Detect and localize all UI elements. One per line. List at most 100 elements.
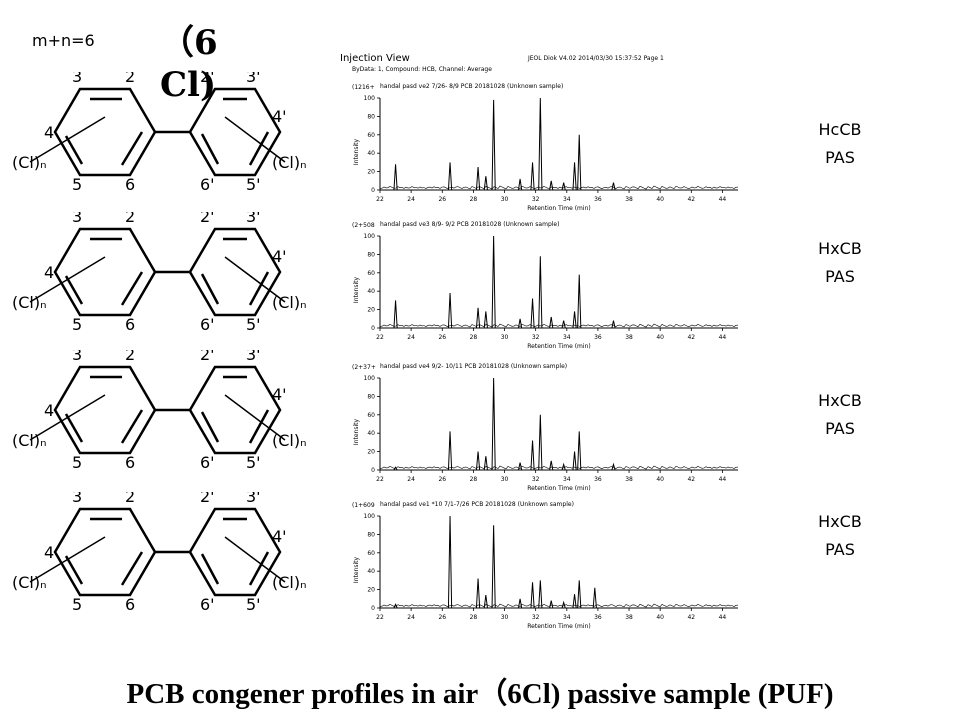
x-tick-label: 26 [438, 334, 446, 341]
y-tick-label: 20 [367, 169, 375, 176]
pos-4p: 4' [272, 385, 287, 404]
peak [530, 162, 535, 191]
x-tick-label: 32 [532, 196, 540, 203]
peak [611, 462, 616, 471]
y-tick-label: 40 [367, 288, 375, 295]
biphenyl-structure-4: 3 2 2' 3' 4 4' (Cl)ₙ (Cl)ₙ 5 6 6' 5' [12, 492, 306, 612]
run-caption: handal pasd ve4 9/2- 10/11 PCB 20181028 … [380, 363, 567, 370]
x-tick-label: 44 [719, 334, 727, 341]
cl-right: (Cl)ₙ [272, 153, 306, 172]
cl-left: (Cl)ₙ [12, 293, 46, 312]
pos-4: 4 [44, 543, 54, 562]
x-axis-label: Retention Time (min) [527, 623, 590, 630]
peak [561, 320, 566, 329]
sampler-label: PAS [825, 419, 855, 438]
peak [572, 311, 577, 329]
pos-3: 3 [72, 72, 82, 86]
pos-3: 3 [72, 350, 82, 364]
pos-6p: 6' [200, 453, 215, 470]
scale-label: (2+37+ [352, 364, 376, 371]
right-benzene-ring [188, 227, 282, 317]
panel-label-1: HcCB PAS [800, 116, 880, 172]
x-tick-label: 34 [563, 476, 571, 483]
biphenyl-structure-1: 3 2 2' 3' 4 4' (Cl)ₙ (Cl)ₙ 5 6 6' 5' [12, 72, 306, 192]
y-tick-label: 60 [367, 412, 375, 419]
pos-4: 4 [44, 263, 54, 282]
pos-5p: 5' [246, 453, 261, 470]
run-caption: handal pasd ve2 7/26- 8/9 PCB 20181028 (… [380, 83, 563, 90]
scale-label: (1216+ [352, 84, 375, 91]
peak [561, 462, 566, 471]
peak [561, 600, 566, 609]
y-tick-label: 40 [367, 430, 375, 437]
peak [483, 456, 488, 471]
y-tick-label: 80 [367, 531, 375, 538]
pos-2p: 2' [200, 492, 215, 506]
run-caption: handal pasd ve1 *10 7/1-7/26 PCB 2018102… [380, 501, 574, 508]
baseline-trace [379, 465, 739, 470]
y-tick-label: 80 [367, 113, 375, 120]
chromatogram-header: Injection View JEOL Diok V4.02 2014/03/3… [340, 53, 664, 73]
pos-6: 6 [125, 315, 135, 332]
x-tick-label: 34 [563, 196, 571, 203]
y-tick-label: 60 [367, 550, 375, 557]
peak [475, 166, 481, 191]
run-caption: handal pasd ve3 8/9- 9/2 PCB 20181028 (U… [380, 221, 559, 228]
x-tick-label: 42 [687, 614, 695, 621]
scale-label: (2+508 [352, 222, 375, 229]
peak [491, 99, 496, 191]
peak [483, 595, 488, 609]
y-axis-label: Intensity [353, 276, 360, 303]
peak [447, 431, 453, 471]
x-tick-label: 28 [470, 196, 478, 203]
peak [483, 311, 488, 329]
pos-2: 2 [125, 212, 135, 226]
y-tick-label: 80 [367, 251, 375, 258]
baseline-trace [379, 323, 739, 328]
slide-title: PCB congener profiles in air（6Cl) passiv… [126, 678, 834, 710]
header-title: Injection View [340, 53, 410, 64]
pos-3p: 3' [246, 212, 261, 226]
x-tick-label: 30 [501, 476, 509, 483]
peak [447, 162, 453, 191]
x-tick-label: 44 [719, 614, 727, 621]
peak [491, 525, 496, 609]
pos-2p: 2' [200, 72, 215, 86]
x-tick-label: 22 [376, 476, 384, 483]
y-axis-label: Intensity [353, 138, 360, 165]
right-benzene-ring [188, 365, 282, 455]
biphenyl-structure-2: 3 2 2' 3' 4 4' (Cl)ₙ (Cl)ₙ 5 6 6' 5' [12, 212, 306, 332]
x-tick-label: 40 [656, 476, 664, 483]
pos-4p: 4' [272, 247, 287, 266]
peak [592, 587, 597, 609]
x-tick-label: 32 [532, 476, 540, 483]
y-axis-label: Intensity [353, 418, 360, 445]
peak [491, 235, 496, 329]
peak [475, 578, 481, 609]
x-tick-label: 40 [656, 334, 664, 341]
peak [530, 298, 535, 329]
y-tick-label: 100 [364, 375, 376, 382]
y-tick-label: 80 [367, 393, 375, 400]
y-tick-label: 0 [371, 605, 375, 612]
cl-right: (Cl)ₙ [272, 293, 306, 312]
peak [561, 182, 566, 191]
y-tick-label: 0 [371, 467, 375, 474]
x-tick-label: 44 [719, 476, 727, 483]
pos-2p: 2' [200, 212, 215, 226]
right-benzene-ring [188, 87, 282, 177]
panel-label-3: HxCB PAS [800, 387, 880, 443]
peak [538, 580, 543, 609]
y-tick-label: 0 [371, 325, 375, 332]
x-tick-label: 28 [470, 476, 478, 483]
x-tick-label: 44 [719, 196, 727, 203]
peak [475, 307, 481, 329]
panel-label-4: HxCB PAS [800, 508, 880, 564]
m-plus-n-label: m+n=6 [32, 31, 95, 50]
pos-5: 5 [72, 453, 82, 470]
left-benzene-ring [53, 507, 157, 597]
chromatogram-3: (2+37+ handal pasd ve4 9/2- 10/11 PCB 201… [352, 363, 739, 492]
x-tick-label: 36 [594, 614, 602, 621]
y-tick-label: 60 [367, 270, 375, 277]
x-tick-label: 40 [656, 196, 664, 203]
